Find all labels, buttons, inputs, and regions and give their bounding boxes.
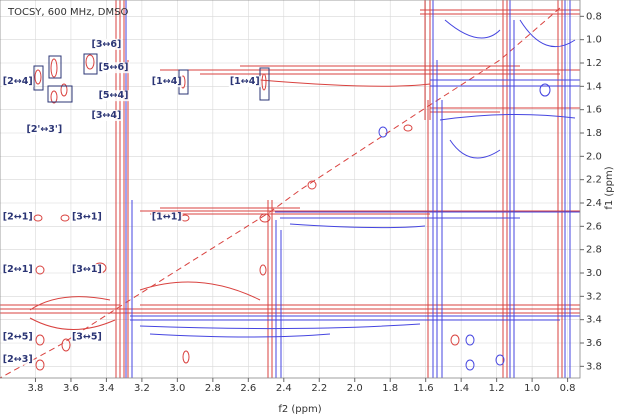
peak-label-bg bbox=[90, 110, 123, 121]
peak-label: [3↔5] bbox=[72, 332, 102, 343]
peak-label: [1↔1] bbox=[152, 212, 182, 223]
y-tick-label: 2.8 bbox=[586, 245, 602, 256]
peak-label-bg bbox=[70, 211, 103, 223]
chart-title: TOCSY, 600 MHz, DMSO bbox=[7, 7, 128, 18]
grid bbox=[0, 0, 580, 378]
y-tick-label: 1.2 bbox=[586, 58, 602, 69]
x-tick-label: 1.0 bbox=[524, 383, 540, 394]
peak-label-bg bbox=[97, 62, 130, 74]
peak-label: [2↔1] bbox=[3, 212, 33, 223]
y-tick-label: 3.2 bbox=[586, 291, 602, 302]
y-tick-label: 2.6 bbox=[586, 221, 602, 232]
peak-label: [3↔6] bbox=[91, 39, 121, 50]
x-tick-label: 3.2 bbox=[134, 383, 150, 394]
peak-label: [1↔4] bbox=[230, 76, 260, 87]
peak-label: [3↔4] bbox=[91, 110, 121, 121]
peak-label: [2'↔3'] bbox=[26, 124, 62, 135]
y-tick-label: 1.0 bbox=[586, 35, 602, 46]
y-axis-label: f1 (ppm) bbox=[604, 166, 615, 209]
peak-label: [5↔4] bbox=[99, 90, 129, 101]
peak-label: [1↔4] bbox=[152, 76, 182, 87]
peak-label: [3↔1] bbox=[72, 212, 102, 223]
x-tick-label: 1.8 bbox=[382, 383, 398, 394]
peak-label-bg bbox=[1, 211, 34, 223]
x-tick-label: 3.0 bbox=[169, 383, 185, 394]
peak-label-bg bbox=[1, 264, 34, 275]
x-tick-label: 2.6 bbox=[240, 383, 256, 394]
peak-label: [5↔6] bbox=[99, 62, 129, 73]
peak-label-bg bbox=[70, 331, 103, 343]
peak-label-bg bbox=[1, 353, 34, 365]
y-tick-label: 1.4 bbox=[586, 81, 602, 92]
x-tick-label: 2.4 bbox=[276, 383, 292, 394]
y-tick-label: 0.8 bbox=[586, 11, 602, 22]
y-tick-label: 3.6 bbox=[586, 338, 602, 349]
x-tick-label: 3.6 bbox=[63, 383, 79, 394]
spectrum-contours bbox=[0, 0, 580, 379]
plot-frame bbox=[0, 0, 581, 379]
y-tick-label: 1.6 bbox=[586, 105, 602, 116]
x-tick-label: 1.2 bbox=[489, 383, 505, 394]
y-tick-label: 3.0 bbox=[586, 268, 602, 279]
x-tick-label: 2.2 bbox=[311, 383, 327, 394]
y-tick-label: 3.8 bbox=[586, 361, 602, 372]
x-tick-label: 1.4 bbox=[453, 383, 469, 394]
peak-label: [3↔1] bbox=[72, 264, 102, 275]
y-tick-label: 3.4 bbox=[586, 315, 602, 326]
peak-label: [2↔5] bbox=[3, 332, 33, 343]
peak-label-bg bbox=[150, 211, 183, 223]
peak-label: [2↔4] bbox=[3, 76, 33, 87]
x-tick-label: 2.0 bbox=[347, 383, 363, 394]
x-tick-label: 3.8 bbox=[28, 383, 44, 394]
y-tick-label: 2.2 bbox=[586, 175, 602, 186]
peak-label-bg bbox=[90, 38, 123, 50]
x-tick-label: 0.8 bbox=[560, 383, 576, 394]
y-tick-label: 2.0 bbox=[586, 151, 602, 162]
peak-label-bg bbox=[1, 331, 34, 343]
peak-label-bg bbox=[70, 264, 103, 275]
peak-label-bg bbox=[25, 124, 64, 135]
y-tick-label: 1.8 bbox=[586, 128, 602, 139]
peak-label: [2↔1] bbox=[3, 264, 33, 275]
x-tick-label: 3.4 bbox=[98, 383, 114, 394]
y-tick-label: 2.4 bbox=[586, 198, 602, 209]
peak-label-bg bbox=[97, 90, 130, 102]
peak-label-bg bbox=[228, 76, 261, 88]
x-tick-label: 1.6 bbox=[418, 383, 434, 394]
peak-label-bg bbox=[150, 76, 183, 88]
peak-label-bg bbox=[1, 76, 34, 88]
x-tick-label: 2.8 bbox=[205, 383, 221, 394]
annotations: [2↔4] [3↔6] [5↔6] [5↔4] [3↔4] [2'↔3'] [1↔4] [1↔… bbox=[1, 38, 261, 365]
x-axis-label: f2 (ppm) bbox=[278, 404, 321, 415]
peak-label: [2↔3] bbox=[3, 354, 33, 365]
